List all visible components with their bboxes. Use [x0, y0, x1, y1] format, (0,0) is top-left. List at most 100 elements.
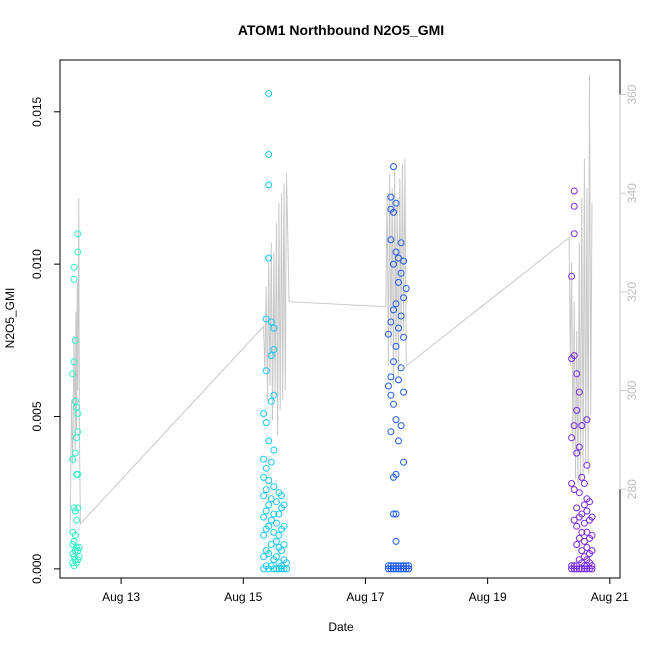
- data-point: [392, 537, 400, 545]
- data-point: [272, 519, 280, 527]
- data-point: [272, 537, 280, 545]
- data-point: [578, 528, 586, 536]
- data-point: [588, 531, 596, 539]
- data-point: [570, 486, 578, 494]
- plot-frame: [59, 59, 621, 579]
- data-point: [267, 495, 275, 503]
- data-point: [70, 263, 78, 271]
- data-point: [573, 565, 581, 573]
- data-point: [278, 547, 285, 555]
- data-point: [405, 562, 413, 570]
- x-tick-label: Aug 21: [591, 590, 629, 604]
- data-point: [570, 202, 578, 210]
- data-point: [265, 501, 273, 509]
- data-point: [262, 486, 270, 494]
- data-point: [73, 559, 80, 567]
- y-tick-label: 0.015: [30, 96, 44, 126]
- data-point: [392, 416, 400, 424]
- data-point: [575, 534, 583, 542]
- data-point: [75, 553, 83, 561]
- data-point: [578, 473, 586, 481]
- data-point: [267, 516, 275, 524]
- data-point: [588, 513, 596, 521]
- data-point: [260, 410, 268, 417]
- data-point: [260, 492, 268, 500]
- data-point: [270, 565, 278, 573]
- data-point: [278, 492, 285, 500]
- data-point: [573, 522, 581, 530]
- data-point: [397, 422, 405, 430]
- data-point: [568, 272, 576, 280]
- data-point: [583, 461, 591, 469]
- data-point: [400, 333, 408, 341]
- data-point: [400, 388, 408, 396]
- data-point: [270, 510, 278, 518]
- data-point: [260, 531, 268, 539]
- data-point: [573, 449, 581, 457]
- data-point: [397, 312, 405, 320]
- data-point: [267, 541, 275, 548]
- secondary-layer: [69, 74, 593, 529]
- data-point: [395, 278, 402, 286]
- data-point: [270, 324, 278, 332]
- data-point: [280, 541, 288, 548]
- data-point: [392, 248, 400, 256]
- data-point: [575, 443, 583, 451]
- data-point: [575, 565, 583, 573]
- data-point: [390, 260, 397, 268]
- data-point: [583, 565, 591, 573]
- data-point: [74, 428, 82, 436]
- data-point: [586, 498, 593, 506]
- data-point: [578, 422, 586, 430]
- data-point: [395, 437, 402, 445]
- x-axis-label: Date: [328, 620, 354, 634]
- chart-title: ATOM1 Northbound N2O5_GMI: [238, 22, 444, 38]
- data-point: [400, 257, 408, 265]
- data-point: [265, 254, 273, 262]
- data-point: [390, 400, 397, 408]
- data-point: [580, 537, 588, 545]
- data-point: [278, 565, 285, 573]
- data-point: [260, 473, 268, 481]
- data-point: [568, 480, 576, 487]
- data-point: [573, 504, 581, 512]
- data-point: [395, 376, 402, 384]
- data-point: [580, 519, 588, 527]
- y-tick-label: 0.010: [30, 249, 44, 279]
- data-point: [73, 434, 80, 442]
- data-point: [384, 330, 392, 338]
- secondary-series-line: [69, 74, 593, 529]
- data-point: [265, 522, 273, 530]
- data-point: [570, 352, 578, 360]
- data-point: [280, 501, 288, 509]
- data-point: [580, 501, 588, 509]
- data-point: [283, 559, 290, 567]
- data-point: [270, 391, 278, 399]
- data-point: [392, 300, 400, 308]
- data-point: [270, 446, 278, 454]
- data-point: [392, 510, 400, 518]
- data-point: [402, 285, 410, 292]
- data-point: [73, 544, 80, 551]
- data-point: [262, 419, 270, 427]
- data-point: [262, 367, 270, 375]
- data-point: [397, 269, 405, 277]
- data-point: [270, 483, 278, 491]
- data-point: [400, 294, 408, 302]
- data-point: [74, 230, 82, 238]
- y2-tick-label: 300: [625, 380, 639, 400]
- data-point: [583, 544, 591, 551]
- data-point: [74, 248, 82, 256]
- x-tick-label: Aug 13: [102, 590, 140, 604]
- data-point: [71, 449, 79, 457]
- data-point: [265, 151, 273, 158]
- data-point: [570, 187, 578, 195]
- data-point: [280, 565, 288, 573]
- data-point: [265, 90, 273, 97]
- data-point: [583, 528, 591, 536]
- data-point: [392, 342, 400, 350]
- data-point: [74, 470, 82, 478]
- data-point: [265, 437, 273, 445]
- data-point: [260, 553, 268, 561]
